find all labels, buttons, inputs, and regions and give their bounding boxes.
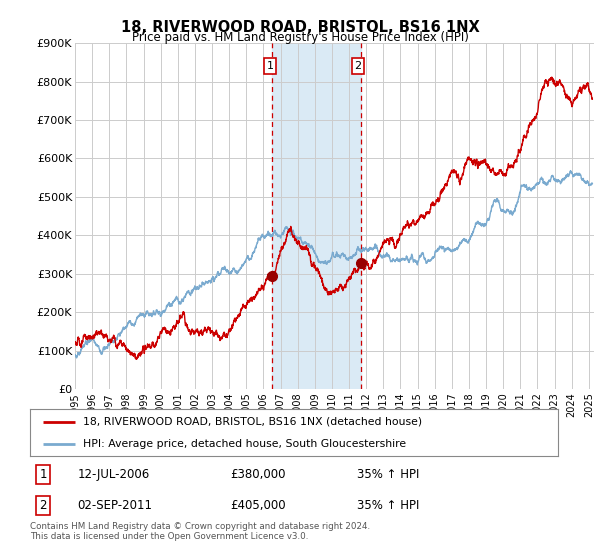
Text: 18, RIVERWOOD ROAD, BRISTOL, BS16 1NX: 18, RIVERWOOD ROAD, BRISTOL, BS16 1NX xyxy=(121,20,479,35)
Bar xyxy=(272,43,361,389)
Text: Contains HM Land Registry data © Crown copyright and database right 2024.
This d: Contains HM Land Registry data © Crown c… xyxy=(30,522,370,542)
Text: 35% ↑ HPI: 35% ↑ HPI xyxy=(358,498,420,512)
Text: 2: 2 xyxy=(40,498,47,512)
Text: Price paid vs. HM Land Registry's House Price Index (HPI): Price paid vs. HM Land Registry's House … xyxy=(131,31,469,44)
Text: £380,000: £380,000 xyxy=(230,468,286,481)
Text: 2: 2 xyxy=(355,61,362,71)
Text: HPI: Average price, detached house, South Gloucestershire: HPI: Average price, detached house, Sout… xyxy=(83,438,406,449)
Text: £405,000: £405,000 xyxy=(230,498,286,512)
Text: 1: 1 xyxy=(40,468,47,481)
Text: 1: 1 xyxy=(266,61,274,71)
Text: 02-SEP-2011: 02-SEP-2011 xyxy=(77,498,152,512)
Text: 18, RIVERWOOD ROAD, BRISTOL, BS16 1NX (detached house): 18, RIVERWOOD ROAD, BRISTOL, BS16 1NX (d… xyxy=(83,417,422,427)
Text: 35% ↑ HPI: 35% ↑ HPI xyxy=(358,468,420,481)
Text: 12-JUL-2006: 12-JUL-2006 xyxy=(77,468,150,481)
